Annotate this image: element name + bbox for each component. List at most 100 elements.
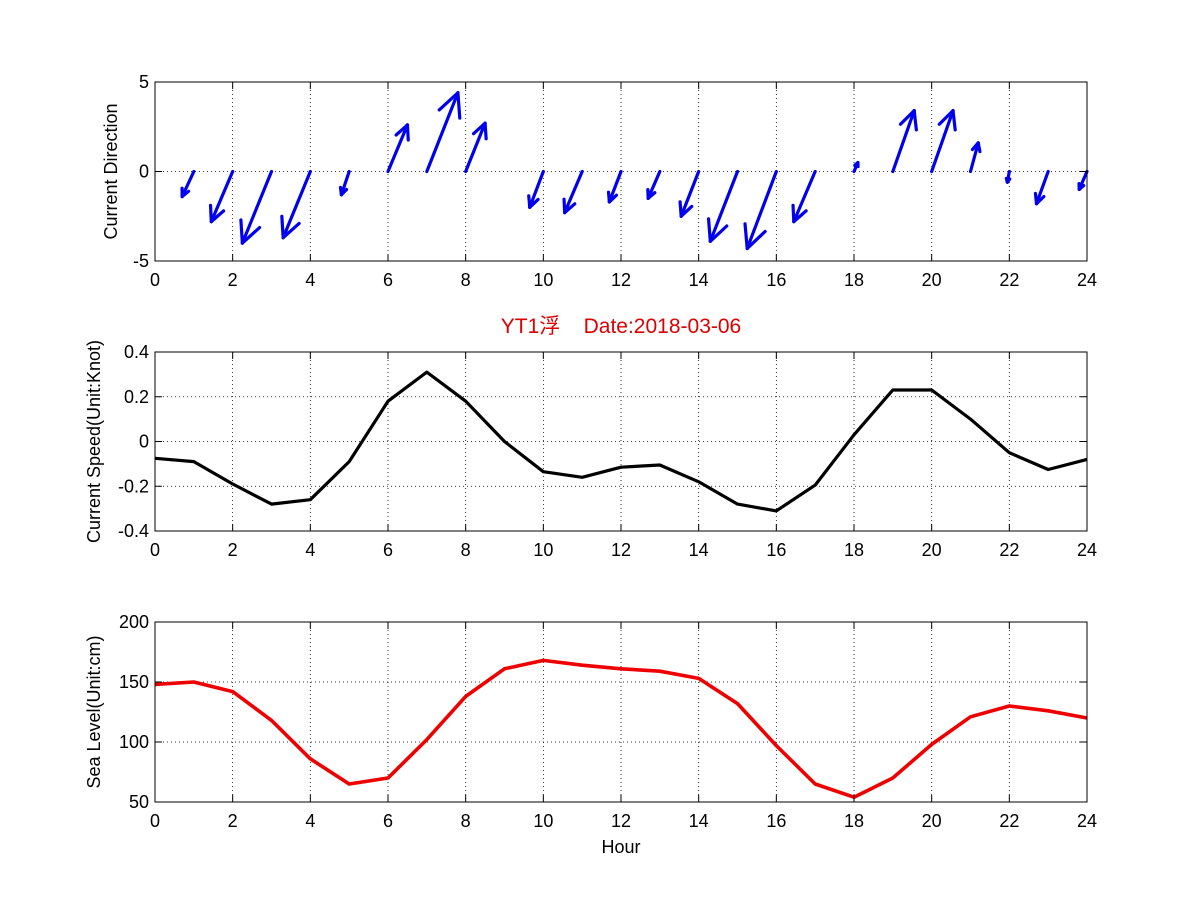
data-point	[426, 371, 428, 373]
x-tick-label: 24	[1077, 811, 1097, 831]
x-tick-label: 16	[766, 811, 786, 831]
x-tick-label: 12	[611, 811, 631, 831]
data-point	[271, 503, 272, 505]
data-point	[542, 659, 544, 661]
x-tick-label: 8	[461, 540, 471, 560]
x-tick-label: 16	[766, 540, 786, 560]
data-point	[1047, 468, 1049, 470]
data-point	[581, 664, 583, 666]
x-tick-label: 8	[461, 270, 471, 290]
y-tick-label: 50	[129, 792, 149, 812]
x-tick-label: 2	[228, 270, 238, 290]
data-point	[193, 681, 195, 683]
data-point	[504, 668, 505, 670]
data-point	[1008, 705, 1010, 707]
x-tick-label: 8	[461, 811, 471, 831]
direction-arrow	[891, 109, 918, 174]
direction-arrow	[1033, 169, 1050, 206]
data-point	[504, 441, 505, 442]
direction-arrow	[386, 123, 410, 174]
data-point	[232, 691, 234, 693]
data-point	[465, 400, 467, 402]
x-tick-label: 10	[533, 270, 553, 290]
x-tick-label: 2	[228, 540, 238, 560]
x-tick-label: 24	[1077, 270, 1097, 290]
y-tick-label: 0.4	[124, 342, 149, 362]
direction-arrow	[208, 169, 235, 224]
data-point	[737, 703, 738, 705]
y-tick-label: -5	[133, 251, 149, 271]
x-tick-label: 2	[228, 811, 238, 831]
data-point	[426, 739, 428, 741]
y-tick-label: 5	[139, 72, 149, 92]
x-tick-label: 14	[689, 811, 709, 831]
data-point	[309, 499, 311, 501]
data-point	[853, 434, 855, 436]
y-tick-label: 0	[139, 162, 149, 182]
y-tick-label: 150	[119, 672, 149, 692]
data-point	[387, 777, 389, 779]
x-tick-label: 20	[922, 270, 942, 290]
x-tick-label: 10	[533, 811, 553, 831]
data-point	[698, 677, 700, 679]
direction-arrow	[527, 169, 545, 209]
speed-panel: YT1浮 Date:2018-03-06 0 2 4 6 8 10 12 14 16 18 20 22…	[84, 315, 1097, 560]
direction-panel: 0 2 4 6 8 10 12 14 16 18 20 22 24-505 Current Direct…	[101, 72, 1097, 290]
x-tick-label: 0	[150, 540, 160, 560]
data-point	[193, 461, 195, 463]
direction-ylabel: Current Direction	[101, 103, 121, 239]
y-tick-label: -0.4	[118, 521, 149, 541]
x-tick-label: 6	[383, 811, 393, 831]
x-tick-label: 18	[844, 811, 864, 831]
x-tick-label: 6	[383, 270, 393, 290]
direction-arrow	[1077, 169, 1089, 191]
data-point	[581, 476, 583, 478]
data-point	[1008, 452, 1010, 454]
data-point	[775, 510, 777, 512]
data-point	[659, 670, 661, 672]
direction-arrow	[852, 160, 860, 174]
data-point	[814, 783, 816, 785]
data-point	[892, 777, 894, 779]
x-tick-label: 0	[150, 270, 160, 290]
data-point	[775, 745, 777, 747]
direction-arrow	[280, 169, 312, 240]
speed-ylabel: Current Speed(Unit:Knot)	[84, 340, 104, 543]
x-tick-label: 20	[922, 811, 942, 831]
direction-arrow	[791, 169, 817, 224]
direction-arrow	[562, 169, 584, 215]
x-tick-label: 4	[305, 270, 315, 290]
x-tick-label: 6	[383, 540, 393, 560]
x-tick-label: 4	[305, 811, 315, 831]
y-tick-label: 200	[119, 612, 149, 632]
x-tick-label: 10	[533, 540, 553, 560]
x-tick-label: 14	[689, 270, 709, 290]
x-tick-label: 22	[999, 540, 1019, 560]
x-tick-label: 0	[150, 811, 160, 831]
x-tick-label: 16	[766, 270, 786, 290]
x-tick-label: 18	[844, 270, 864, 290]
x-tick-label: 22	[999, 811, 1019, 831]
direction-arrow	[180, 169, 196, 199]
direction-arrow	[743, 169, 778, 251]
data-point	[542, 471, 544, 473]
direction-arrow	[338, 169, 351, 197]
y-tick-label: 0.2	[124, 387, 149, 407]
direction-arrow	[930, 109, 957, 174]
direction-arrow	[646, 169, 662, 200]
direction-arrow	[1004, 169, 1012, 184]
y-tick-label: -0.2	[118, 476, 149, 496]
data-point	[465, 695, 467, 697]
data-point	[970, 418, 971, 420]
direction-arrow	[968, 141, 982, 174]
sea-level-ylabel: Sea Level(Unit:cm)	[84, 635, 104, 788]
direction-arrow	[425, 91, 462, 174]
data-point	[737, 503, 738, 505]
data-point	[814, 484, 816, 486]
data-point	[931, 389, 933, 391]
chart-title: YT1浮 Date:2018-03-06	[501, 315, 741, 338]
data-point	[271, 719, 272, 721]
x-tick-label: 12	[611, 540, 631, 560]
